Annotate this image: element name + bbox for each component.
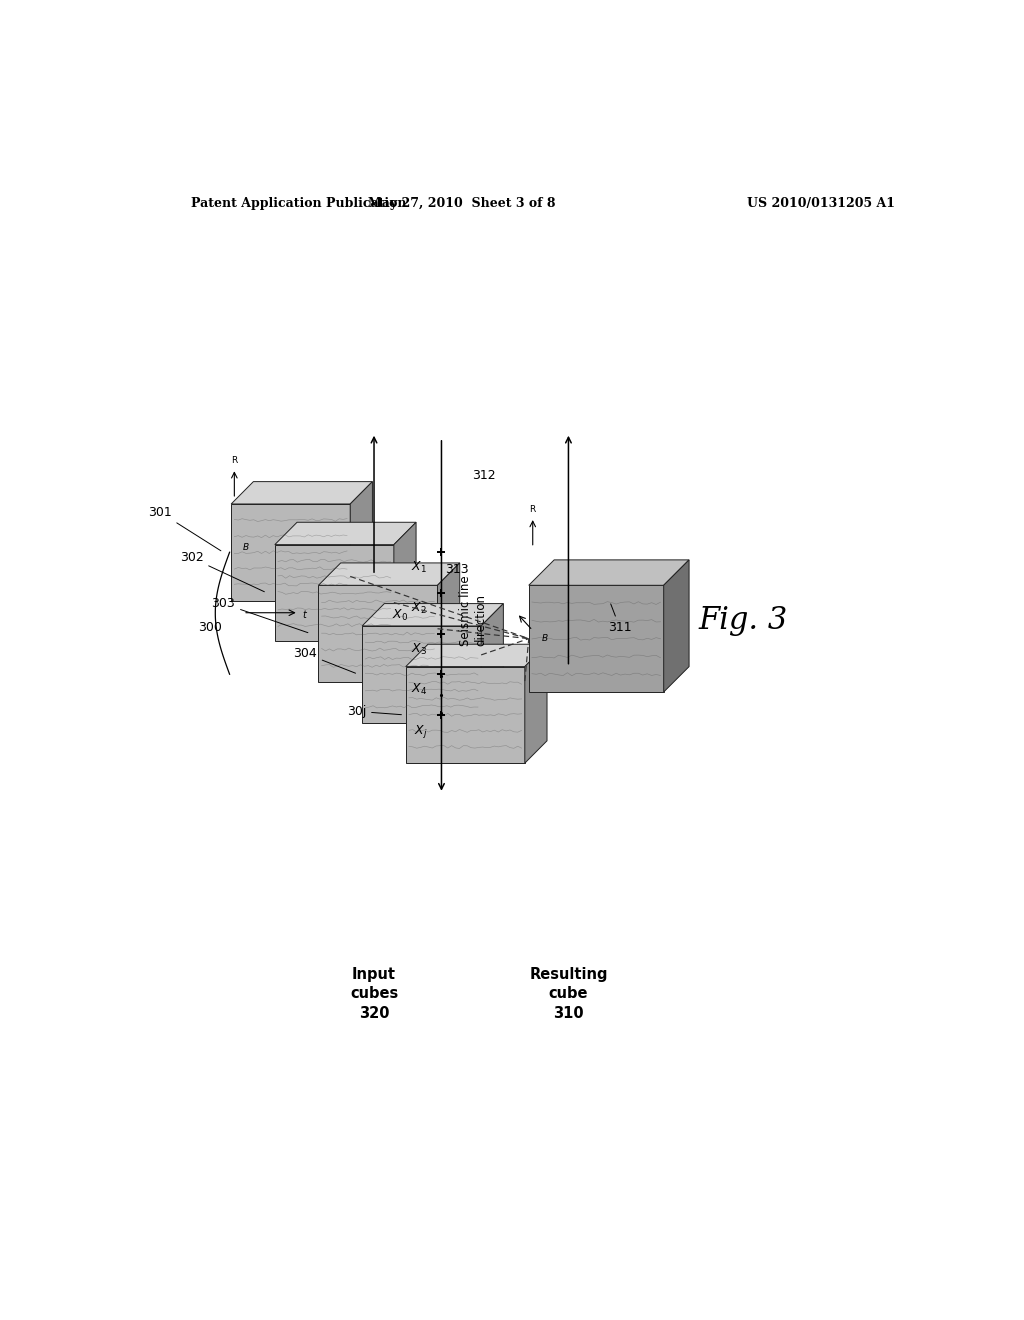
Text: 304: 304 — [293, 647, 355, 673]
Polygon shape — [231, 482, 373, 504]
Polygon shape — [528, 585, 664, 692]
Text: $X_j$: $X_j$ — [414, 723, 427, 741]
Text: 303: 303 — [211, 597, 308, 632]
Text: $X_0$: $X_0$ — [392, 609, 409, 623]
Polygon shape — [362, 626, 481, 722]
Text: 301: 301 — [147, 506, 221, 550]
Text: $X_4$: $X_4$ — [411, 682, 427, 697]
Polygon shape — [362, 603, 504, 626]
Text: 30j: 30j — [347, 705, 401, 718]
Text: Resulting
cube
310: Resulting cube 310 — [529, 966, 607, 1022]
Text: 313: 313 — [445, 562, 469, 576]
Text: $X_1$: $X_1$ — [412, 561, 427, 576]
Text: May 27, 2010  Sheet 3 of 8: May 27, 2010 Sheet 3 of 8 — [368, 197, 555, 210]
Text: t: t — [303, 610, 306, 620]
Text: $X_2$: $X_2$ — [412, 601, 427, 616]
Polygon shape — [406, 667, 524, 763]
Text: R: R — [231, 457, 238, 466]
Text: B: B — [542, 634, 548, 643]
Text: 312: 312 — [472, 469, 496, 482]
Polygon shape — [524, 644, 547, 763]
Text: Input
cubes
320: Input cubes 320 — [350, 966, 398, 1022]
Text: 300: 300 — [198, 622, 221, 635]
Polygon shape — [528, 560, 689, 585]
Polygon shape — [318, 585, 437, 682]
Text: Seismic line
direction: Seismic line direction — [459, 576, 487, 645]
Polygon shape — [274, 523, 416, 545]
Polygon shape — [394, 523, 416, 642]
Polygon shape — [481, 603, 504, 722]
Text: Fig. 3: Fig. 3 — [698, 606, 787, 636]
Text: 311: 311 — [608, 603, 632, 635]
Text: B: B — [243, 543, 249, 552]
Text: Patent Application Publication: Patent Application Publication — [191, 197, 407, 210]
Text: US 2010/0131205 A1: US 2010/0131205 A1 — [748, 197, 895, 210]
Polygon shape — [664, 560, 689, 692]
Text: 302: 302 — [179, 552, 264, 591]
Polygon shape — [318, 562, 460, 585]
Polygon shape — [350, 482, 373, 601]
Polygon shape — [406, 644, 547, 667]
Text: R: R — [529, 506, 536, 515]
Polygon shape — [274, 545, 394, 642]
Polygon shape — [437, 562, 460, 682]
Text: $X_3$: $X_3$ — [412, 642, 427, 657]
Polygon shape — [231, 504, 350, 601]
